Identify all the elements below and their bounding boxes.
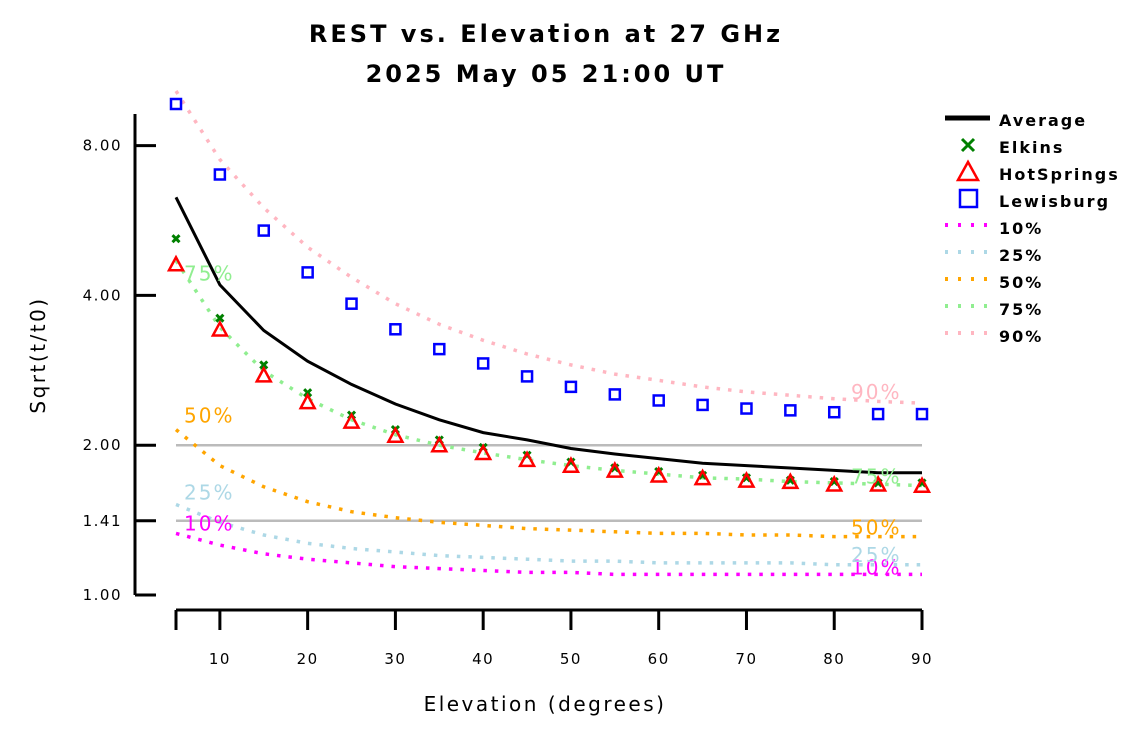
y-axis-label: Sqrt(t/t0) xyxy=(26,296,50,413)
y-tick-label: 8.00 xyxy=(83,137,122,155)
lewisburg-point xyxy=(827,405,841,419)
x-axis-label: Elevation (degrees) xyxy=(424,692,667,716)
hotsprings-point xyxy=(474,443,493,461)
lewisburg-point xyxy=(169,97,183,111)
hotsprings-point xyxy=(781,472,800,490)
elkins-point xyxy=(171,234,181,244)
legend-label-hotsprings: HotSprings xyxy=(999,165,1120,184)
hotsprings-point xyxy=(869,474,888,492)
legend-label-90pct: 90% xyxy=(999,327,1043,346)
legend-swatch-elkins xyxy=(960,137,976,153)
hotsprings-point xyxy=(517,450,537,468)
y-tick-label: 1.41 xyxy=(83,512,122,530)
percentile-50pct-label-start: 50% xyxy=(184,404,234,428)
chart-subtitle: 2025 May 05 21:00 UT xyxy=(366,60,727,88)
percentile-25pct-label-end: 25% xyxy=(851,543,901,567)
percentile-75pct-label-end: 75% xyxy=(851,464,901,488)
percentile-90pct-label-end: 90% xyxy=(851,380,901,404)
x-tick-label: 40 xyxy=(472,650,494,668)
lewisburg-point xyxy=(652,394,665,407)
percentile-10pct-label-start: 10% xyxy=(184,511,234,535)
percentile-50pct-label-end: 50% xyxy=(851,516,901,540)
legend-label-50pct: 50% xyxy=(999,273,1043,292)
hotsprings-point xyxy=(254,365,273,383)
hotsprings-point xyxy=(430,435,449,453)
x-tick-label: 10 xyxy=(209,650,231,668)
y-tick-label: 4.00 xyxy=(83,286,122,304)
lewisburg-point xyxy=(301,266,314,279)
lewisburg-point xyxy=(520,370,534,383)
elkins-point xyxy=(215,313,225,323)
hotsprings-point xyxy=(912,476,932,494)
legend-label-10pct: 10% xyxy=(999,219,1043,238)
lewisburg-point xyxy=(345,297,358,310)
hotsprings-point xyxy=(605,460,624,478)
hotsprings-point xyxy=(649,465,668,483)
lewisburg-point xyxy=(740,402,753,415)
hotsprings-point xyxy=(693,468,712,486)
percentile-75pct-curve xyxy=(174,259,923,488)
hotsprings-point xyxy=(210,319,229,337)
hotsprings-point xyxy=(342,412,361,429)
x-tick-label: 30 xyxy=(384,650,406,668)
lewisburg-point xyxy=(564,380,578,394)
hotsprings-point xyxy=(561,456,581,474)
percentile-75pct-label-start: 75% xyxy=(184,262,234,286)
lewisburg-point xyxy=(257,224,271,237)
x-tick-label: 60 xyxy=(648,650,670,668)
x-tick-label: 50 xyxy=(560,650,582,668)
hotsprings-point xyxy=(386,426,405,443)
x-tick-label: 90 xyxy=(911,650,933,668)
legend-label-average: Average xyxy=(999,111,1087,130)
lewisburg-point xyxy=(696,398,709,412)
y-tick-label: 1.00 xyxy=(83,586,122,604)
legend-label-25pct: 25% xyxy=(999,246,1043,265)
percentile-10pct-label-end: 10% xyxy=(851,555,901,579)
legend-label-lewisburg: Lewisburg xyxy=(999,192,1110,211)
percentile-50pct-curve xyxy=(174,428,922,539)
legend-swatch-lewisburg xyxy=(958,188,979,209)
legend-label-75pct: 75% xyxy=(999,300,1043,319)
y-tick-label: 2.00 xyxy=(83,436,122,454)
lewisburg-point xyxy=(871,407,885,421)
chart-title: REST vs. Elevation at 27 GHz xyxy=(309,20,783,48)
percentile-90pct-curve xyxy=(174,90,923,405)
legend: Average Elkins HotSprings Lewisburg 10% 25% 50… xyxy=(945,111,1120,346)
x-tick-label: 80 xyxy=(823,650,845,668)
lewisburg-point xyxy=(608,388,622,401)
percentile-10pct-curve xyxy=(175,531,922,577)
average-line xyxy=(174,196,922,475)
hotsprings-point xyxy=(166,254,186,272)
elkins-point xyxy=(259,360,269,370)
lewisburg-point xyxy=(915,407,929,421)
lewisburg-point xyxy=(476,357,490,370)
percentile-25pct-curve xyxy=(175,502,922,567)
lewisburg-point xyxy=(433,342,446,356)
legend-label-elkins: Elkins xyxy=(999,138,1064,157)
lewisburg-point xyxy=(784,404,797,417)
hotsprings-point xyxy=(825,474,844,492)
x-tick-label: 20 xyxy=(297,650,319,668)
percentile-25pct-label-start: 25% xyxy=(184,481,234,505)
lewisburg-point xyxy=(213,168,227,181)
plot-area: 1.00 1.41 2.00 4.00 8.00 10 20 30 40 50 60 70 80 90 10… xyxy=(83,90,933,668)
legend-swatch-hotsprings xyxy=(955,159,981,182)
x-tick-label: 70 xyxy=(735,650,757,668)
lewisburg-point xyxy=(389,323,402,336)
hotsprings-point xyxy=(737,470,756,488)
hotsprings-point xyxy=(298,392,317,410)
